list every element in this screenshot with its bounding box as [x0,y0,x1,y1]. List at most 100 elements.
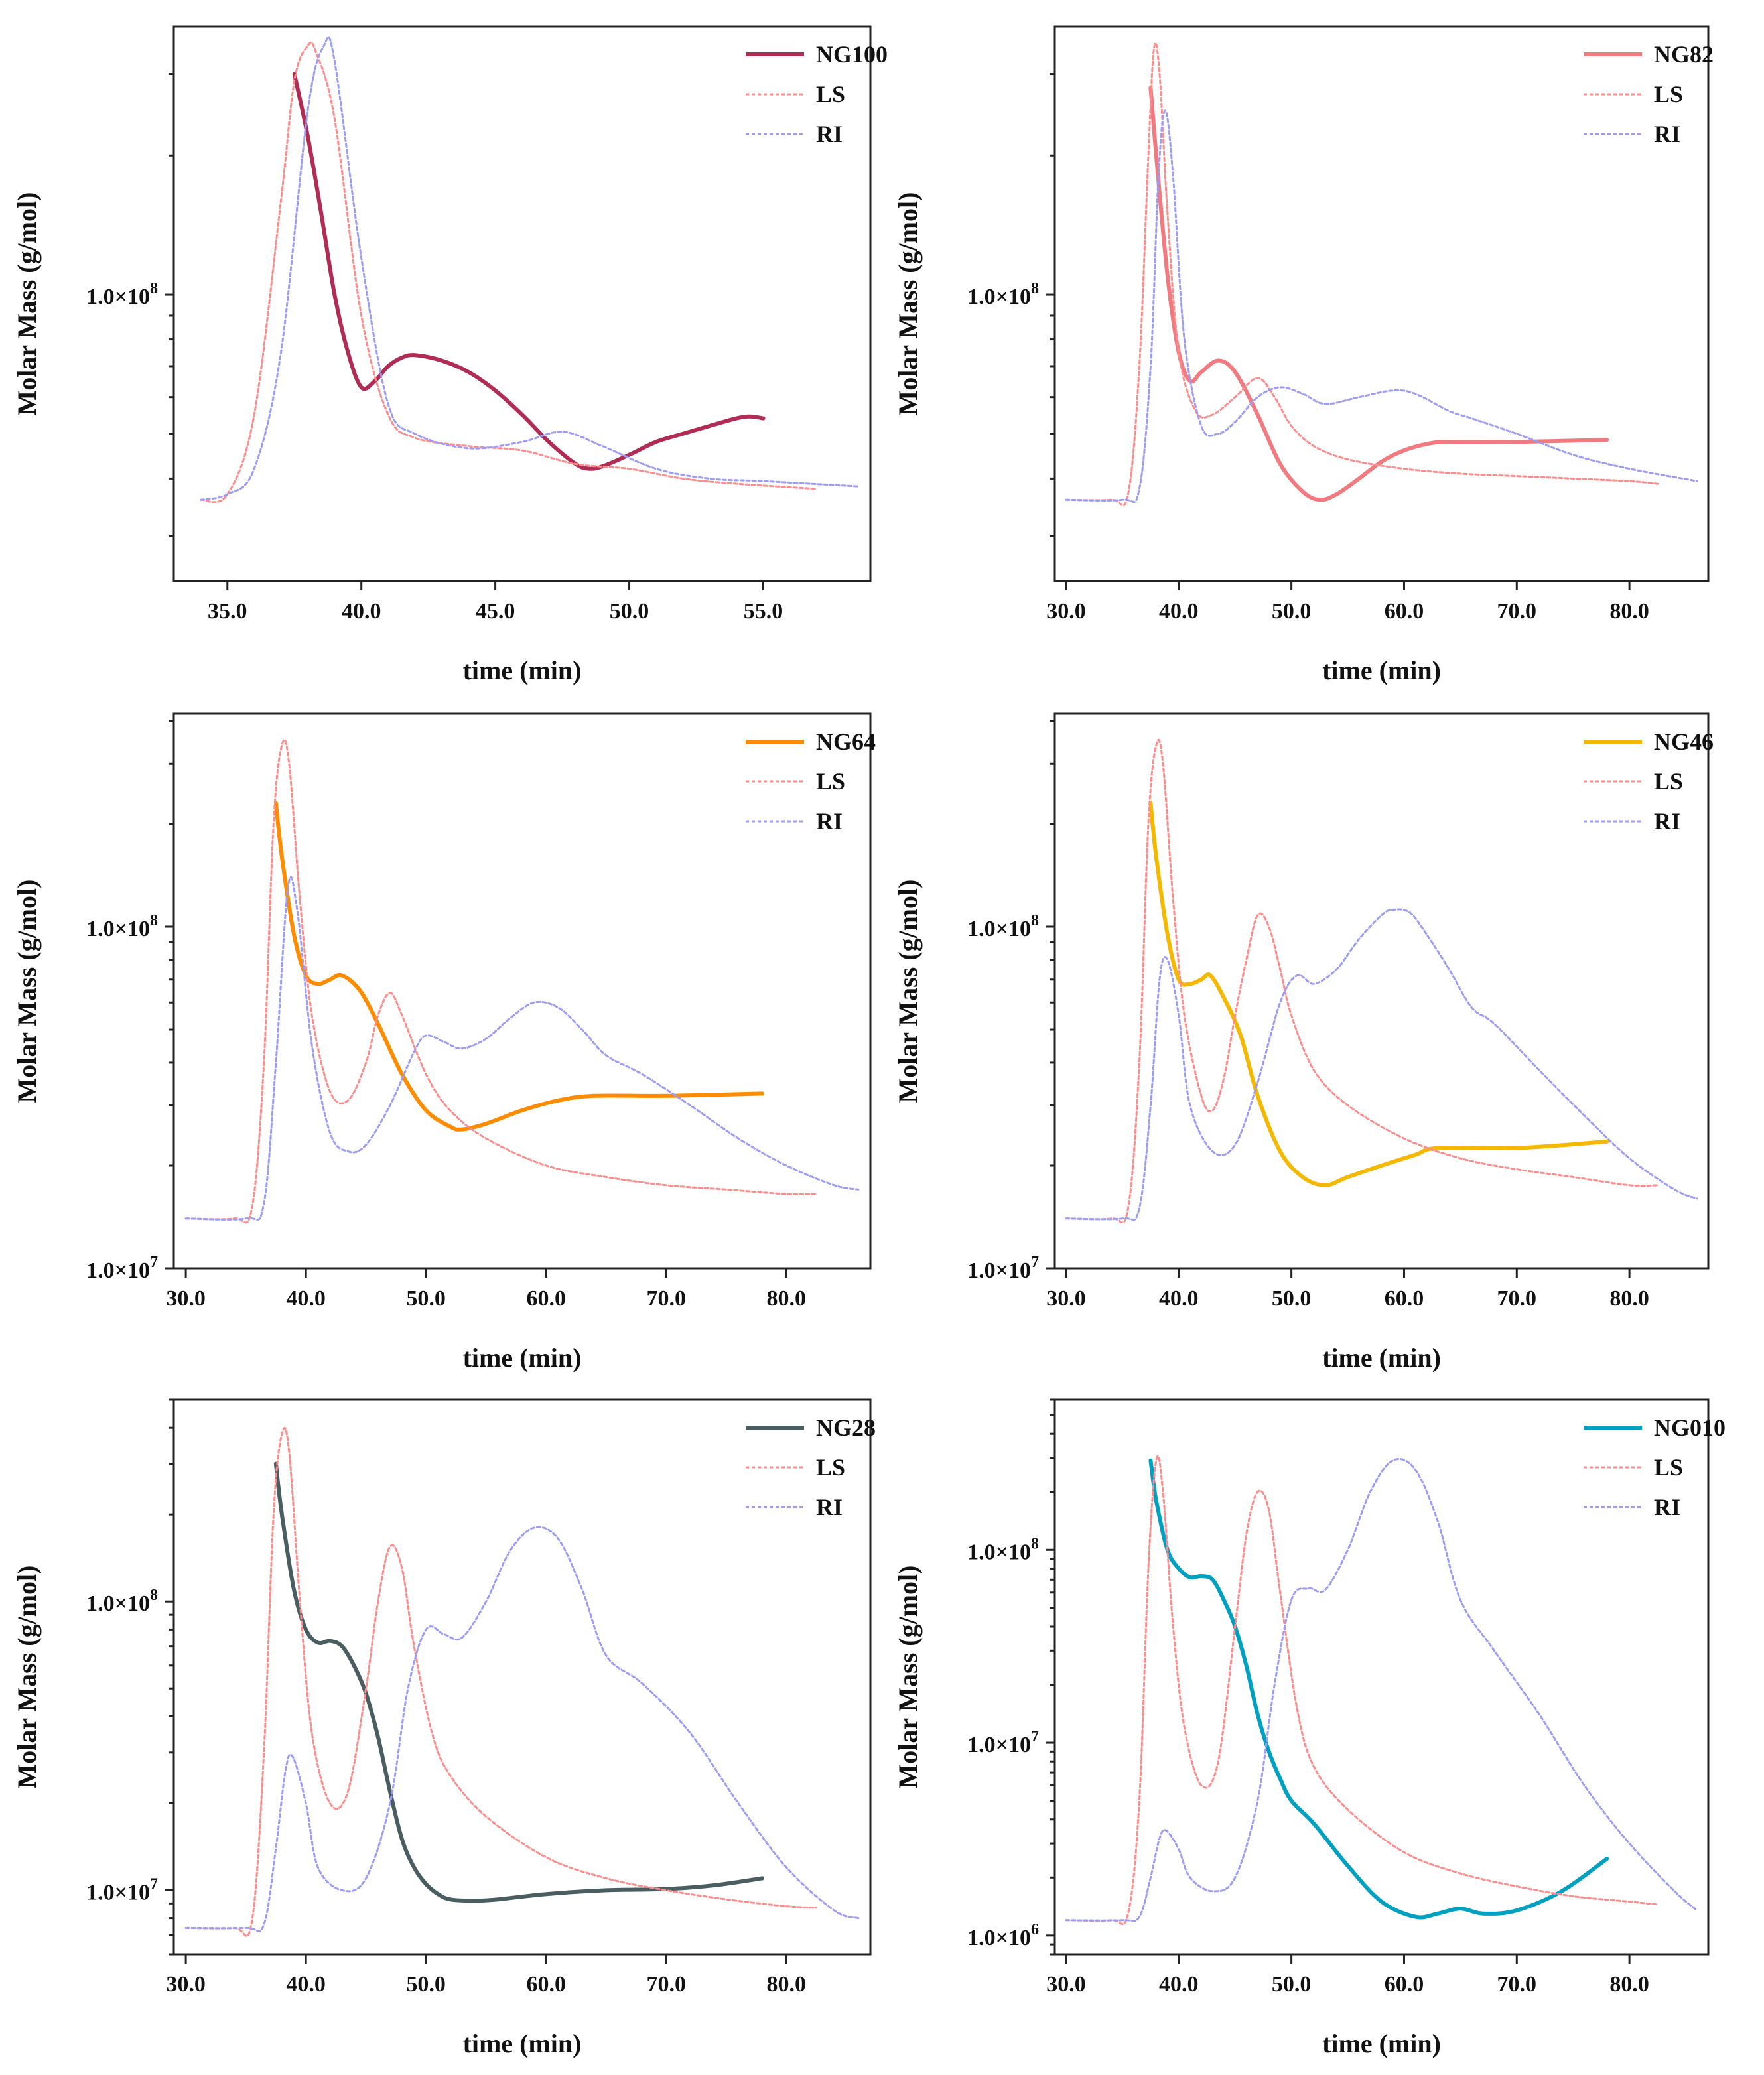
x-tick-label: 70.0 [646,1286,686,1311]
legend-label-ri: RI [816,808,843,835]
x-tick-label: 60.0 [526,1286,566,1311]
y-tick-label: 1.0×107 [86,1254,158,1283]
x-tick-label: 40.0 [286,1286,326,1311]
x-tick-label: 40.0 [1159,599,1199,624]
x-tick-label: 70.0 [646,1972,686,1997]
x-axis-title: time (min) [463,1343,582,1372]
x-tick-label: 50.0 [406,1286,446,1311]
x-tick-label: 50.0 [1272,599,1312,624]
x-tick-label: 70.0 [1497,1972,1537,1997]
series-line-ls [1065,1455,1659,1926]
x-tick-label: 60.0 [526,1972,566,1997]
y-axis-title: Molar Mass (g/mol) [12,880,42,1103]
legend-label-ls: LS [816,768,845,795]
x-tick-label: 60.0 [1385,1286,1424,1311]
x-tick-label: 60.0 [1385,1972,1424,1997]
legend-label-ng64: NG64 [816,728,876,755]
legend-label-ls: LS [1654,768,1683,795]
y-axis-title: Molar Mass (g/mol) [893,880,923,1103]
x-tick-label: 80.0 [1609,1972,1649,1997]
legend-label-ri: RI [1654,1494,1680,1520]
plot-frame [172,712,872,1270]
x-tick-label: 40.0 [342,599,381,624]
x-tick-label: 40.0 [1159,1972,1199,1997]
y-tick-label: 1.0×108 [86,280,158,309]
legend-label-ls: LS [1654,81,1683,107]
legend-label-ls: LS [816,81,845,107]
chart-panel-p1: 35.0 40.0 45.0 50.0 55.0 1.0×108 time (min) Mol… [12,25,888,685]
x-axis-title: time (min) [463,2029,582,2058]
y-tick-label: 1.0×108 [86,912,158,941]
legend-label-ls: LS [1654,1454,1683,1481]
series-line-ng82 [1148,86,1609,502]
y-tick-label: 1.0×107 [86,1875,158,1905]
chart-panel-p2: 30.0 40.0 50.0 60.0 70.0 80.0 1.0×108 time (min… [893,25,1714,685]
y-tick-label: 1.0×106 [967,1921,1039,1950]
series-line-ls [184,1426,817,1937]
series-line-ng100 [292,72,766,471]
x-tick-label: 40.0 [1159,1286,1199,1311]
series-line-ls [1065,42,1659,507]
x-tick-label: 55.0 [744,599,783,624]
x-tick-label: 50.0 [1272,1286,1312,1311]
x-tick-label: 30.0 [1046,599,1086,624]
series-line-ng46 [1148,801,1609,1187]
legend-label-ng010: NG010 [1654,1414,1726,1441]
y-tick-label: 1.0×108 [86,1587,158,1616]
legend-label-ng28: NG28 [816,1414,876,1441]
x-tick-label: 80.0 [767,1972,807,1997]
legend-label-ng100: NG100 [816,41,888,68]
plot-frame [1053,712,1710,1270]
x-tick-label: 45.0 [476,599,515,624]
plot-frame [172,1398,872,1956]
chart-panel-p6: 30.0 40.0 50.0 60.0 70.0 80.0 1.0×106 1.0×107 1.… [893,1398,1726,2058]
y-tick-label: 1.0×107 [967,1254,1039,1283]
chart-panel-p3: 30.0 40.0 50.0 60.0 70.0 80.0 1.0×107 1.0×108 ti… [12,712,876,1372]
series-line-ng64 [273,801,765,1132]
plot-frame [1053,25,1710,582]
chart-panel-p5: 30.0 40.0 50.0 60.0 70.0 80.0 1.0×107 1.0×108 ti… [12,1398,876,2058]
x-tick-label: 50.0 [1272,1972,1312,1997]
series-line-ri [184,876,860,1221]
series-line-ls [199,41,818,503]
x-tick-label: 30.0 [166,1286,206,1311]
y-tick-label: 1.0×107 [967,1728,1039,1757]
y-axis-title: Molar Mass (g/mol) [893,192,923,416]
x-tick-label: 80.0 [767,1286,807,1311]
series-line-ng28 [273,1461,765,1903]
series-line-ri [1065,109,1698,503]
x-tick-label: 60.0 [1385,599,1424,624]
x-tick-label: 70.0 [1497,1286,1537,1311]
series-line-ng010 [1148,1458,1609,1920]
x-tick-label: 30.0 [1046,1972,1086,1997]
y-tick-label: 1.0×108 [967,280,1039,309]
x-tick-label: 35.0 [208,599,247,624]
legend-label-ls: LS [816,1454,845,1481]
legend-label-ri: RI [1654,121,1680,147]
x-axis-title: time (min) [1322,655,1441,685]
chart-panel-p4: 30.0 40.0 50.0 60.0 70.0 80.0 1.0×107 1.0×108 ti… [893,712,1714,1372]
x-tick-label: 30.0 [1046,1286,1086,1311]
y-tick-label: 1.0×108 [967,912,1039,941]
x-axis-title: time (min) [463,655,582,685]
series-line-ri [1065,1457,1698,1922]
x-axis-title: time (min) [1322,1343,1441,1372]
x-axis-title: time (min) [1322,2029,1441,2058]
y-axis-title: Molar Mass (g/mol) [12,192,42,416]
x-tick-label: 70.0 [1497,599,1537,624]
legend-label-ri: RI [1654,808,1680,835]
x-tick-label: 40.0 [286,1972,326,1997]
series-line-ri [184,1526,860,1933]
x-tick-label: 80.0 [1609,599,1649,624]
series-line-ri [199,36,858,501]
y-axis-title: Molar Mass (g/mol) [12,1566,42,1789]
series-line-ls [184,738,817,1224]
y-axis-title: Molar Mass (g/mol) [893,1566,923,1789]
legend-label-ri: RI [816,1494,843,1520]
plot-frame [1053,1398,1710,1956]
x-tick-label: 80.0 [1609,1286,1649,1311]
series-line-ri [1065,908,1698,1221]
x-tick-label: 30.0 [166,1972,206,1997]
legend-label-ri: RI [816,121,843,147]
